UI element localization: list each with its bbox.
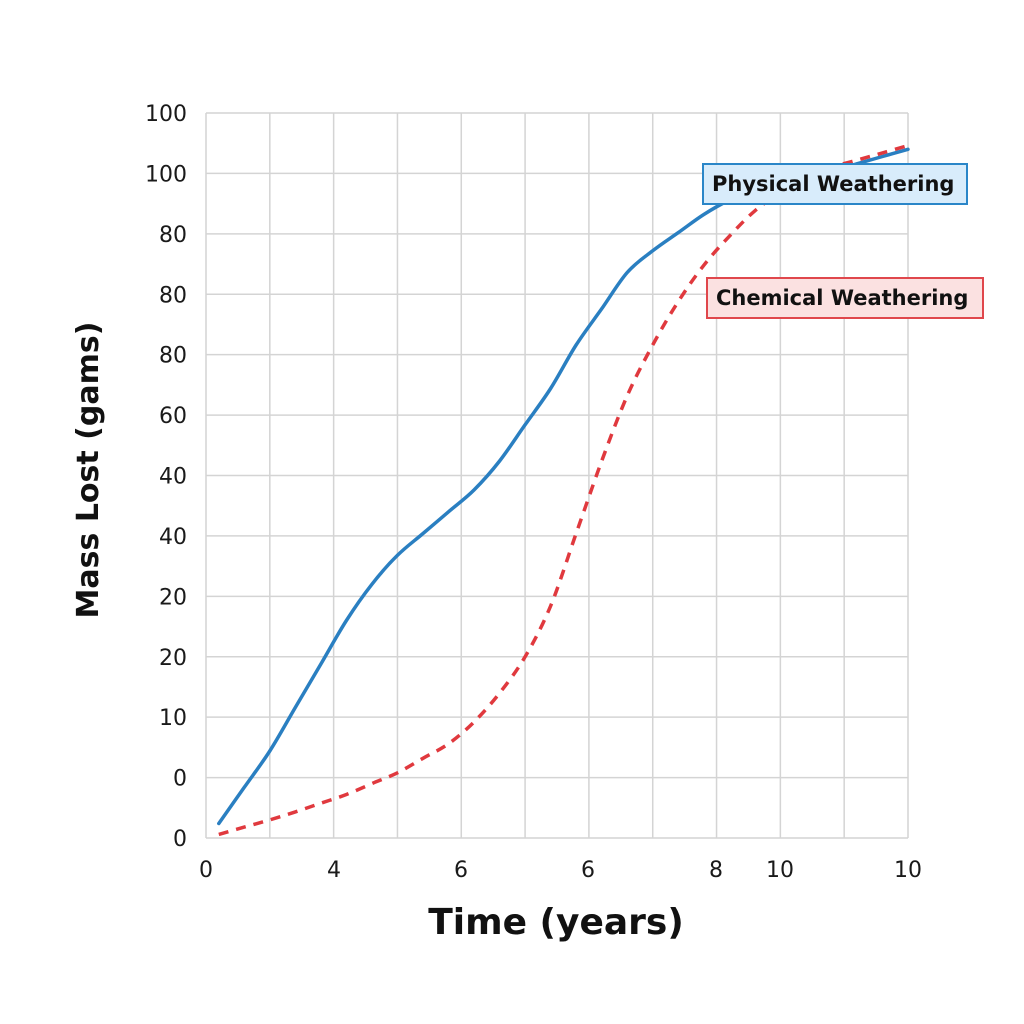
y-tick-label: 100: [145, 162, 187, 187]
x-tick-label: 8: [709, 858, 723, 883]
x-tick-label: 4: [327, 858, 341, 883]
y-tick-label: 10: [159, 706, 187, 731]
x-tick-label: 6: [581, 858, 595, 883]
legend-chemical-weathering: Chemical Weathering: [706, 277, 984, 319]
x-axis-ticks: 0 4 6 6 8 10 10: [199, 858, 922, 883]
series-lines: [217, 143, 910, 837]
y-tick-label: 40: [159, 525, 187, 550]
y-tick-label: 60: [159, 404, 187, 429]
x-tick-label: 10: [766, 858, 794, 883]
x-tick-label: 6: [454, 858, 468, 883]
y-tick-label: 20: [159, 646, 187, 671]
series-line-chemical-weathering: [218, 143, 909, 837]
y-tick-label: 100: [145, 102, 187, 127]
y-tick-label: 0: [173, 767, 187, 792]
y-tick-label: 80: [159, 283, 187, 308]
y-axis-title: Mass Lost (gams): [71, 322, 106, 619]
x-tick-label: 0: [199, 858, 213, 883]
y-tick-label: 80: [159, 223, 187, 248]
x-axis-title: Time (years): [428, 902, 684, 943]
x-tick-label: 10: [894, 858, 922, 883]
y-tick-label: 20: [159, 585, 187, 610]
y-tick-label: 40: [159, 465, 187, 490]
y-tick-label: 80: [159, 344, 187, 369]
grid: [205, 112, 909, 839]
series-line-physical-weathering: [217, 147, 910, 826]
legend-physical-weathering: Physical Weathering: [702, 163, 968, 205]
y-tick-label: 0: [173, 827, 187, 852]
